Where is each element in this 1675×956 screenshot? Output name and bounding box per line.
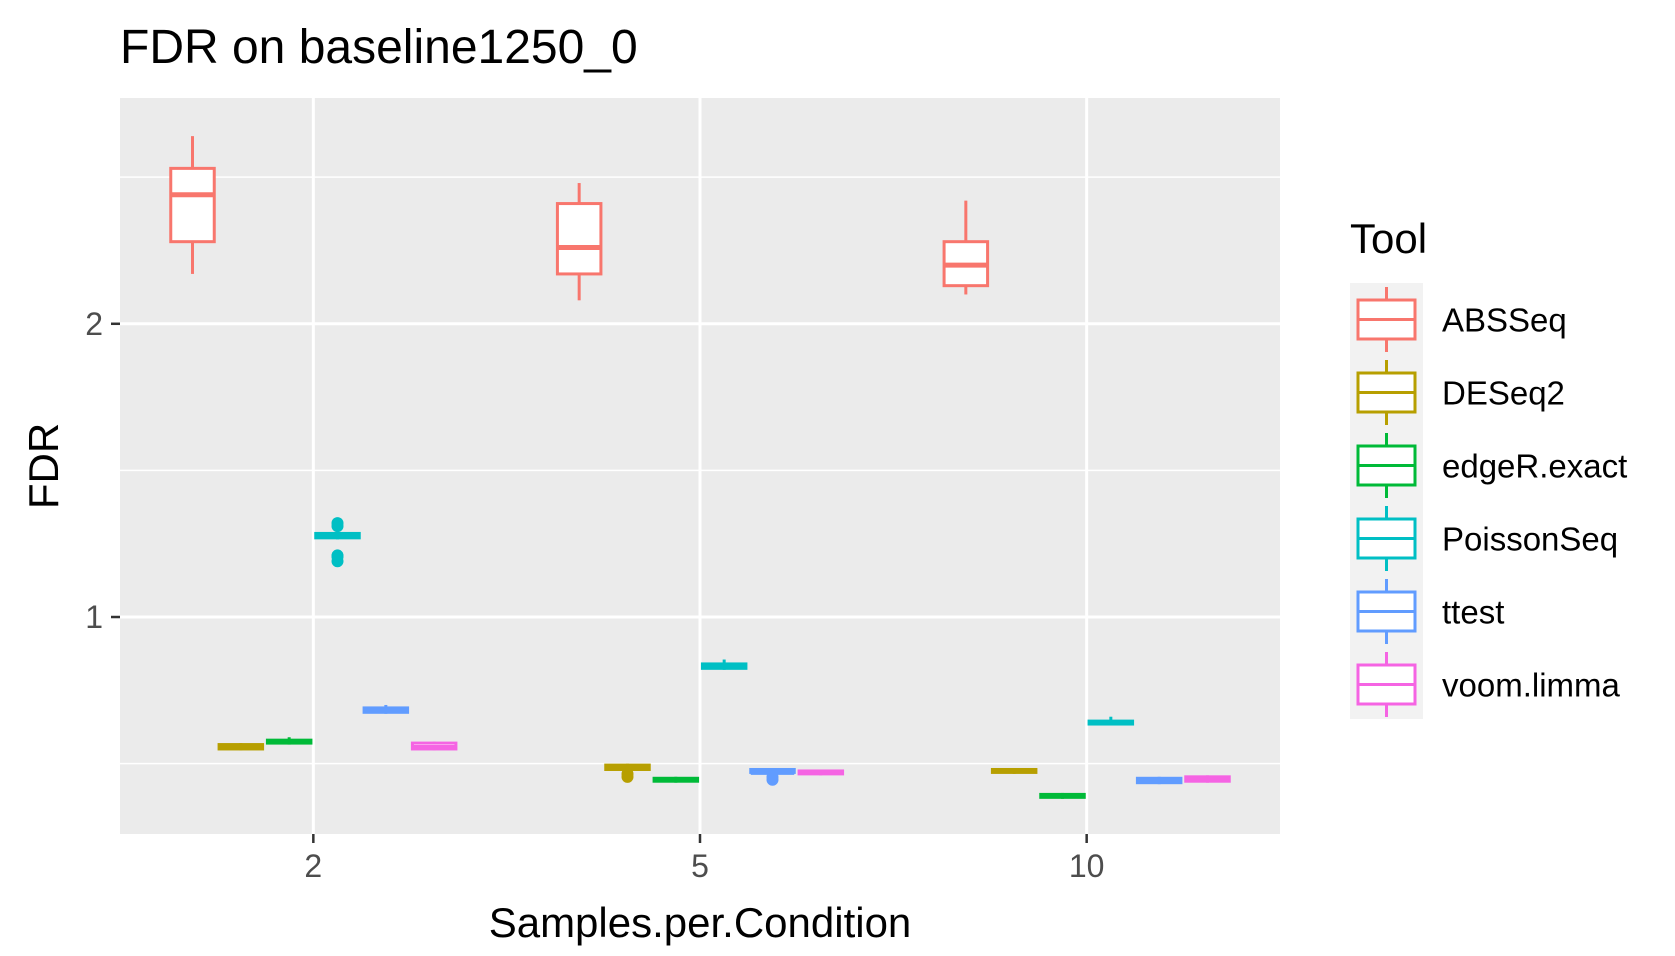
y-tick-label: 1: [85, 599, 103, 635]
legend-key-background: [1350, 283, 1423, 719]
grid-lines: [120, 98, 1280, 834]
x-tick-label: 2: [304, 848, 322, 884]
legend-label: DESeq2: [1442, 375, 1565, 412]
x-tick-label: 5: [691, 848, 709, 884]
legend-label: ABSSeq: [1442, 302, 1567, 339]
box-ABSSeq-10: [942, 200, 990, 295]
x-axis-title: Samples.per.Condition: [489, 899, 912, 946]
legend-item-ttest: ttest: [1356, 579, 1504, 644]
box-PoissonSeq-2: [314, 517, 361, 568]
box-layer: [169, 136, 1231, 799]
box-PoissonSeq-5: [700, 659, 748, 670]
box-ABSSeq-2: [169, 136, 216, 274]
legend-label: voom.limma: [1442, 667, 1621, 704]
chart-title: FDR on baseline1250_0: [120, 21, 638, 74]
box-DESeq2-10: [990, 767, 1038, 774]
box-voom.limma-5: [797, 769, 845, 776]
x-tick-label: 10: [1069, 848, 1105, 884]
legend-label: PoissonSeq: [1442, 521, 1618, 558]
outlier-point: [621, 767, 634, 780]
box-PoissonSeq-10: [1087, 716, 1135, 726]
box-body: [169, 166, 216, 244]
legend-items: ABSSeq DESeq2 edgeR.exact PoissonSeq ttest vo…: [1356, 287, 1627, 717]
outlier-point: [331, 517, 344, 530]
legend-item-PoissonSeq: PoissonSeq: [1356, 506, 1618, 571]
box-ABSSeq-5: [555, 183, 603, 301]
box-voom.limma-10: [1184, 775, 1231, 783]
legend-item-voom.limma: voom.limma: [1356, 652, 1621, 717]
legend-item-edgeR.exact: edgeR.exact: [1356, 433, 1627, 498]
box-voom.limma-2: [410, 741, 458, 751]
box-ttest-5: [749, 767, 796, 786]
box-edgeR.exact-10: [1039, 792, 1086, 799]
box-DESeq2-2: [217, 743, 265, 751]
box-body: [555, 202, 603, 276]
legend-item-DESeq2: DESeq2: [1356, 360, 1565, 425]
legend: Tool ABSSeq DESeq2 edgeR.exact PoissonSeq tt…: [1350, 215, 1627, 719]
legend-item-ABSSeq: ABSSeq: [1356, 287, 1567, 352]
box-DESeq2-5: [604, 763, 651, 783]
box-ttest-2: [362, 704, 410, 714]
legend-title: Tool: [1350, 215, 1427, 262]
y-axis-title: FDR: [20, 423, 67, 509]
outlier-point: [766, 770, 779, 783]
y-tick-label: 2: [85, 306, 103, 342]
box-ttest-10: [1135, 776, 1183, 785]
axes: 1 2 2 5 10: [85, 306, 1104, 884]
legend-label: ttest: [1442, 594, 1504, 631]
legend-label: edgeR.exact: [1442, 448, 1627, 485]
outlier-point: [331, 549, 344, 562]
box-edgeR.exact-5: [652, 776, 700, 783]
box-edgeR.exact-2: [265, 737, 313, 745]
